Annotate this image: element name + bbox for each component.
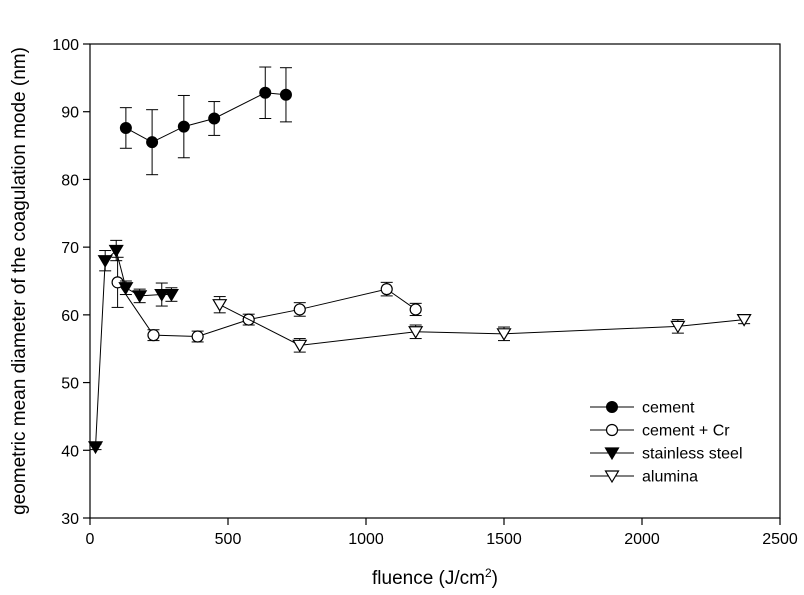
legend-item: cement bbox=[590, 400, 695, 417]
x-axis-title: fluence (J/cm2) bbox=[372, 566, 498, 589]
y-axis-ticks: 30 40 50 60 70 80 90 100 bbox=[52, 37, 90, 528]
y-tick-label: 50 bbox=[61, 376, 79, 393]
y-tick-label: 80 bbox=[61, 172, 79, 189]
y-tick-label: 30 bbox=[61, 511, 79, 528]
data-point bbox=[212, 299, 228, 312]
y-tick-label: 100 bbox=[52, 37, 79, 54]
legend-label: cement bbox=[642, 400, 695, 417]
x-axis-title-main: fluence (J/cm bbox=[372, 568, 485, 589]
data-point bbox=[118, 282, 134, 295]
data-point bbox=[380, 283, 393, 296]
data-point bbox=[191, 330, 204, 343]
series-line bbox=[95, 249, 172, 447]
legend-label: alumina bbox=[642, 469, 698, 486]
data-point bbox=[736, 313, 752, 327]
series-cement-cr bbox=[111, 256, 422, 343]
data-point bbox=[208, 112, 221, 125]
series-cement bbox=[119, 66, 292, 176]
legend-marker bbox=[604, 447, 620, 461]
x-tick-label: 500 bbox=[215, 531, 242, 548]
data-point bbox=[97, 255, 113, 268]
data-point bbox=[408, 326, 424, 339]
x-axis-title-end: ) bbox=[492, 568, 498, 589]
y-tick-label: 40 bbox=[61, 443, 79, 460]
x-tick-label: 2000 bbox=[624, 531, 660, 548]
data-point bbox=[108, 244, 124, 258]
data-point bbox=[132, 290, 148, 304]
data-point bbox=[409, 303, 422, 316]
data-point bbox=[119, 121, 132, 134]
legend: cement cement + Cr stainless steel alumina bbox=[590, 400, 743, 486]
x-tick-label: 1500 bbox=[486, 531, 522, 548]
data-point bbox=[292, 339, 308, 353]
x-tick-label: 2500 bbox=[762, 531, 798, 548]
x-axis-ticks: 0 500 1000 1500 2000 2500 bbox=[86, 518, 798, 548]
legend-marker bbox=[604, 470, 620, 484]
series-stainless-steel bbox=[87, 239, 179, 455]
data-point bbox=[279, 88, 292, 101]
plot-frame bbox=[89, 43, 781, 519]
data-point bbox=[163, 288, 179, 302]
data-point bbox=[670, 320, 686, 334]
data-point bbox=[293, 303, 306, 316]
data-point bbox=[259, 86, 272, 99]
series-line bbox=[219, 304, 745, 346]
y-tick-label: 60 bbox=[61, 308, 79, 325]
data-point bbox=[147, 329, 160, 342]
data-point bbox=[154, 288, 170, 302]
legend-marker bbox=[605, 423, 619, 437]
legend-item: stainless steel bbox=[590, 446, 743, 463]
legend-marker bbox=[606, 401, 618, 413]
data-point bbox=[146, 136, 159, 149]
data-point bbox=[496, 328, 512, 341]
series-alumina bbox=[212, 296, 752, 353]
x-tick-label: 1000 bbox=[348, 531, 384, 548]
legend-label: stainless steel bbox=[642, 446, 743, 463]
data-point bbox=[177, 120, 190, 133]
legend-item: alumina bbox=[590, 469, 698, 486]
x-axis-title-superscript: 2 bbox=[485, 566, 492, 580]
legend-label: cement + Cr bbox=[642, 423, 730, 440]
data-point bbox=[87, 441, 104, 455]
y-tick-label: 90 bbox=[61, 105, 79, 122]
y-axis-title: geometric mean diameter of the coagulati… bbox=[9, 47, 30, 515]
y-tick-label: 70 bbox=[61, 240, 79, 257]
series-layer bbox=[87, 66, 752, 455]
x-tick-label: 0 bbox=[86, 531, 95, 548]
series-line bbox=[125, 92, 287, 143]
legend-item: cement + Cr bbox=[590, 423, 730, 440]
